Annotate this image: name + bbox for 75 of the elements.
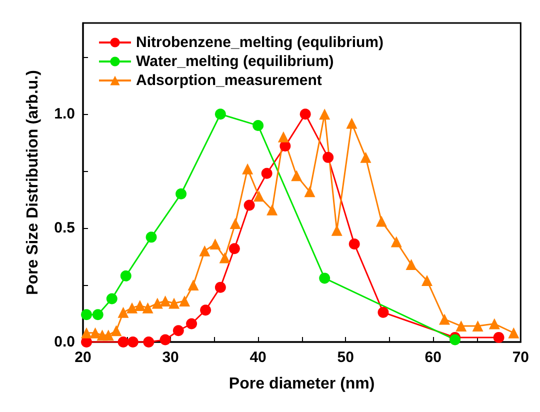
- point: [176, 188, 187, 200]
- point: [160, 334, 171, 346]
- point: [378, 306, 389, 318]
- point: [210, 238, 221, 250]
- x-tick-label: 20: [74, 349, 92, 366]
- legend-label: Water_melting (equilibrium): [136, 53, 334, 70]
- point: [252, 120, 264, 132]
- point: [346, 118, 358, 129]
- point: [92, 309, 104, 320]
- y-tick-label: 0.0: [54, 334, 75, 350]
- point: [200, 304, 212, 316]
- point: [126, 302, 138, 314]
- point: [439, 314, 450, 325]
- point: [291, 170, 302, 182]
- point: [134, 300, 146, 312]
- point: [472, 320, 484, 332]
- point: [168, 298, 180, 309]
- point: [146, 232, 157, 243]
- point: [488, 318, 500, 330]
- point: [142, 302, 154, 314]
- point: [456, 320, 467, 332]
- y-tick-label: 0.5: [54, 220, 75, 237]
- point: [110, 325, 122, 336]
- x-tick-label: 50: [337, 349, 354, 366]
- point: [422, 274, 432, 286]
- x-axis-title: Pore diameter (nm): [228, 376, 375, 392]
- legend-label: Adsorption_measurement: [136, 72, 322, 89]
- y-tick-label: 1.0: [54, 106, 75, 123]
- point: [230, 218, 241, 230]
- point: [300, 108, 311, 120]
- point: [450, 334, 461, 346]
- point: [127, 336, 138, 348]
- x-tick-label: 40: [250, 349, 266, 366]
- point: [319, 272, 330, 284]
- point: [188, 280, 199, 291]
- point: [319, 108, 330, 120]
- point: [214, 282, 226, 293]
- point: [508, 327, 520, 338]
- point: [118, 336, 129, 348]
- y-axis-title: Pore Size Distribution (arb.u.): [24, 70, 42, 295]
- point: [106, 293, 118, 304]
- point: [143, 336, 154, 348]
- point: [81, 309, 92, 320]
- point: [179, 295, 190, 306]
- point: [152, 298, 163, 309]
- point: [90, 327, 101, 338]
- point: [160, 295, 171, 306]
- point: [242, 163, 254, 174]
- point: [304, 186, 316, 198]
- point: [266, 204, 278, 216]
- point: [348, 238, 360, 250]
- point: [261, 168, 272, 179]
- point: [493, 332, 504, 343]
- point: [360, 152, 372, 163]
- point: [81, 327, 92, 338]
- point: [376, 216, 387, 227]
- point: [219, 252, 230, 264]
- x-tick-label: 30: [162, 349, 179, 366]
- point: [118, 306, 129, 318]
- point: [172, 325, 184, 336]
- point: [278, 131, 289, 142]
- point: [406, 259, 417, 270]
- point: [214, 108, 226, 120]
- x-tick-label: 70: [512, 349, 529, 366]
- point: [390, 236, 402, 248]
- point: [322, 152, 334, 163]
- point: [199, 245, 210, 256]
- x-tick-label: 60: [424, 349, 442, 366]
- point: [102, 330, 114, 341]
- point: [244, 200, 255, 211]
- point: [253, 190, 264, 202]
- point: [228, 243, 240, 254]
- legend-label: Nitrobenzene_melting (equlibrium): [136, 34, 384, 51]
- point: [186, 318, 198, 330]
- point: [120, 270, 132, 282]
